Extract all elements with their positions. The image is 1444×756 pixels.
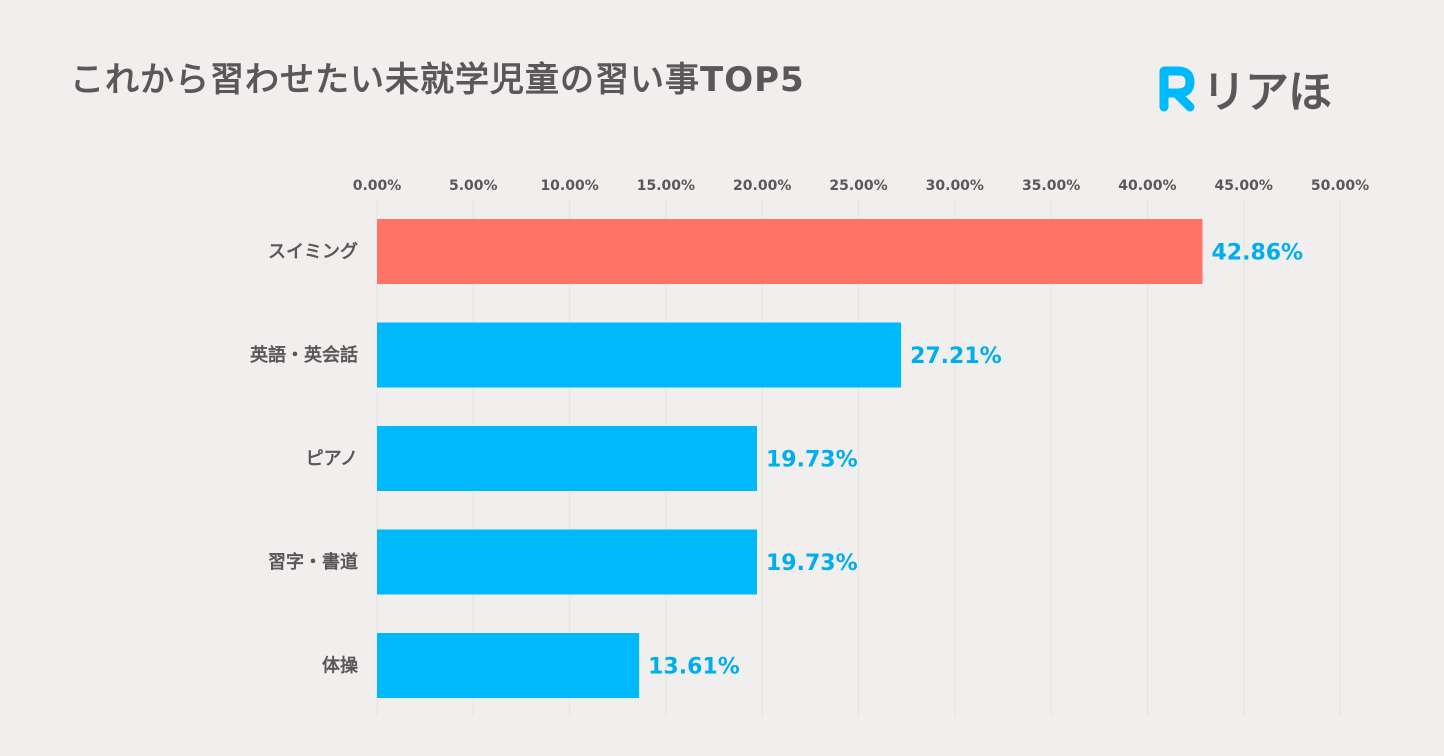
x-tick-label: 10.00% <box>540 178 598 194</box>
bar <box>377 633 640 698</box>
brand-r-icon <box>1159 66 1195 112</box>
x-axis-ticks: 0.00% 5.00% 10.00% 15.00% 20.00% 25.00% 30.00%… <box>353 178 1369 194</box>
x-tick-label: 20.00% <box>733 178 791 194</box>
category-label: 英語・英会話 <box>249 344 358 366</box>
value-label: 19.73% <box>766 551 858 576</box>
category-label: ピアノ <box>306 449 358 470</box>
x-tick-label: 30.00% <box>926 178 984 194</box>
x-tick-label: 15.00% <box>637 178 695 194</box>
category-label: 習字・書道 <box>268 551 358 573</box>
bar <box>377 426 757 491</box>
gridlines <box>376 200 1341 716</box>
x-tick-label: 45.00% <box>1215 178 1273 194</box>
brand-name: リアほ <box>1202 67 1332 118</box>
value-label: 13.61% <box>648 655 740 680</box>
value-label: 19.73% <box>766 448 858 473</box>
category-label: 体操 <box>322 655 359 677</box>
x-tick-label: 35.00% <box>1022 178 1080 194</box>
x-tick-label: 0.00% <box>353 178 402 194</box>
bar <box>377 529 757 595</box>
value-label: 27.21% <box>910 344 1002 369</box>
x-tick-label: 5.00% <box>449 178 498 194</box>
bar <box>377 219 1203 284</box>
x-tick-label: 40.00% <box>1118 178 1176 194</box>
brand-logo: リアほ <box>1156 56 1332 120</box>
bars: スイミング 42.86% 英語・英会話 27.21% ピアノ 19.73% 習字・書道 19.… <box>249 219 1303 698</box>
page-title: これから習わせたい未就学児童の習い事TOP5 <box>70 60 805 100</box>
value-label: 42.86% <box>1211 241 1303 266</box>
x-tick-label: 25.00% <box>829 178 887 194</box>
x-tick-label: 50.00% <box>1311 178 1369 194</box>
category-label: スイミング <box>268 241 358 263</box>
bar <box>377 322 902 388</box>
